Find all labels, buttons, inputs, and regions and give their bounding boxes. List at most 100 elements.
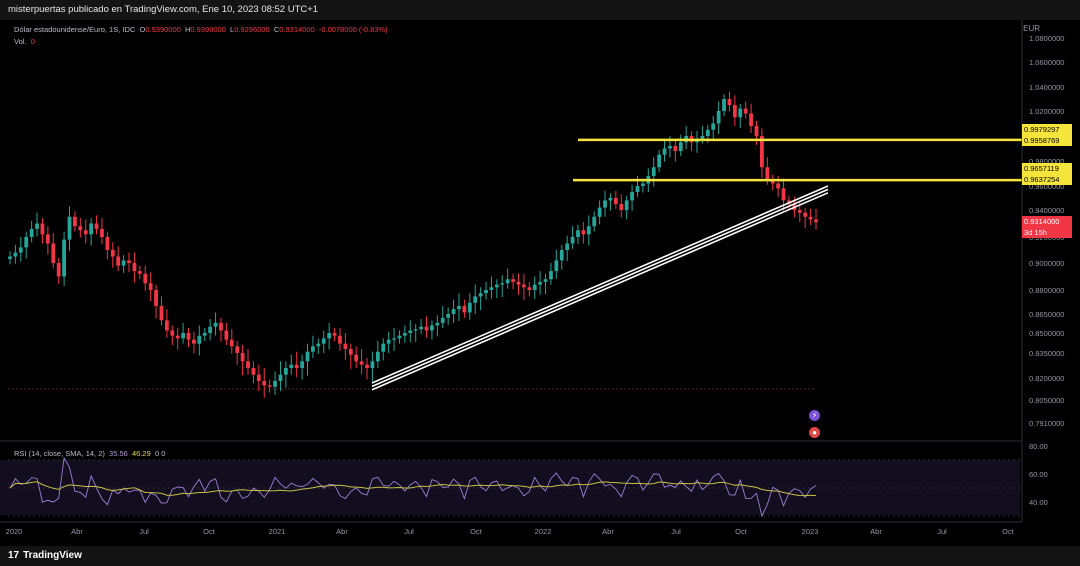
candle-body [332,333,337,336]
time-tick: Abr [870,527,882,536]
candle-body [289,364,294,368]
candle-body [413,329,418,331]
candle-body [489,287,494,290]
publisher-caption: misterpuertas publicado en TradingView.c… [8,4,319,15]
candle-body [419,326,424,330]
candle-body [554,260,559,272]
candle-body [570,237,575,244]
price-tick: 0.8650000 [1029,310,1064,319]
candle-body [797,210,802,213]
candle-body [137,271,142,274]
candle-body [18,247,23,253]
candle-body [543,279,548,282]
candle-body [45,234,50,244]
price-chart[interactable]: 1.08000001.06000001.04000001.02000001.00… [0,20,1080,546]
candle-body [451,309,456,314]
candle-body [765,167,770,180]
candle-body [722,99,726,111]
price-tick: 0.8200000 [1029,374,1064,383]
tradingview-logo[interactable]: 17 TradingView [8,550,86,561]
rsi-label: RSI (14, close, SMA, 14, 2) [14,449,105,458]
footer-bar: 17 TradingView [0,546,1080,566]
brand-name: TradingView [23,550,82,561]
candle-body [424,326,429,331]
candle-body [565,243,570,250]
candle-body [224,330,229,340]
candle-body [8,256,12,260]
time-tick: Jul [139,527,149,536]
candle-body [446,314,451,318]
symbol-legend: Dólar estadounidense/Euro, 1S, IDC O0.93… [14,25,388,34]
time-tick: 2023 [802,527,819,536]
price-tick: 0.8800000 [1029,286,1064,295]
rsi-line [9,456,817,518]
price-tick: 1.0800000 [1029,34,1064,43]
low-label: L [230,25,235,34]
candle-body [251,368,256,375]
candle-body [235,346,240,353]
candle-body [484,290,488,294]
candle-body [586,226,591,235]
lightning-icon[interactable]: ⚡ [809,410,820,421]
candle-body [597,207,602,217]
time-tick: Jul [671,527,681,536]
candle-body [473,296,478,303]
candle-body [219,322,223,331]
time-tick: Jul [937,527,947,536]
candle-body [300,361,305,368]
price-tick: 1.0200000 [1029,107,1064,116]
candle-body [67,216,72,240]
candle-body [202,333,207,336]
candle-body [608,198,613,201]
open-value: 0.9390000 [145,25,181,34]
candle-body [56,263,61,277]
close-value: 0.9314000 [279,25,315,34]
candle-body [808,216,813,220]
candle-body [630,192,634,201]
candle-body [354,354,359,362]
candle-body [83,230,88,235]
candle-body [35,223,39,229]
candle-body [603,200,607,208]
candle-body [641,183,645,186]
candle-body [521,284,526,288]
candle-body [803,212,808,217]
rsi-legend: RSI (14, close, SMA, 14, 2) 35.56 46.29 … [14,449,165,458]
candle-body [770,179,775,184]
time-axis: 2020 Abr Jul Oct 2021 Abr Jul Oct 2022 Abr Jul Oct 2… [0,521,1022,536]
candle-body [754,126,759,136]
currency-label: EUR [1023,24,1040,33]
candle-body [673,146,678,151]
candle-body [94,223,99,229]
countdown-badge: 3d 15h [1022,227,1072,238]
candle-body [511,279,515,282]
open-label: O [139,25,146,34]
candle-body [24,237,29,248]
candle-body [170,330,175,336]
candle-body [657,154,662,168]
trendline [371,185,829,391]
rsi-tick: 60.00 [1029,470,1048,479]
candle-body [559,250,564,261]
candle-body [208,326,213,333]
flag-icon[interactable]: ● [809,427,820,438]
candle-body [197,335,202,344]
candle-body [700,136,705,139]
candle-body [732,105,737,118]
candle-body [814,219,818,223]
time-tick: 2022 [535,527,552,536]
candle-body [175,335,180,339]
candle-body [781,188,786,201]
price-tick: 0.8500000 [1029,329,1064,338]
candle-body [392,338,396,340]
candle-body [619,204,624,210]
candle-body [154,290,158,306]
candle-body [305,351,310,362]
level-badge-upper-top: 0.9979297 [1022,124,1072,135]
high-value: 0.9398000 [190,25,226,34]
candle-body [110,250,115,257]
levels [573,138,1022,182]
candle-body [635,186,640,192]
candle-body [73,216,77,227]
price-tick: 0.9800000 [1029,157,1064,166]
